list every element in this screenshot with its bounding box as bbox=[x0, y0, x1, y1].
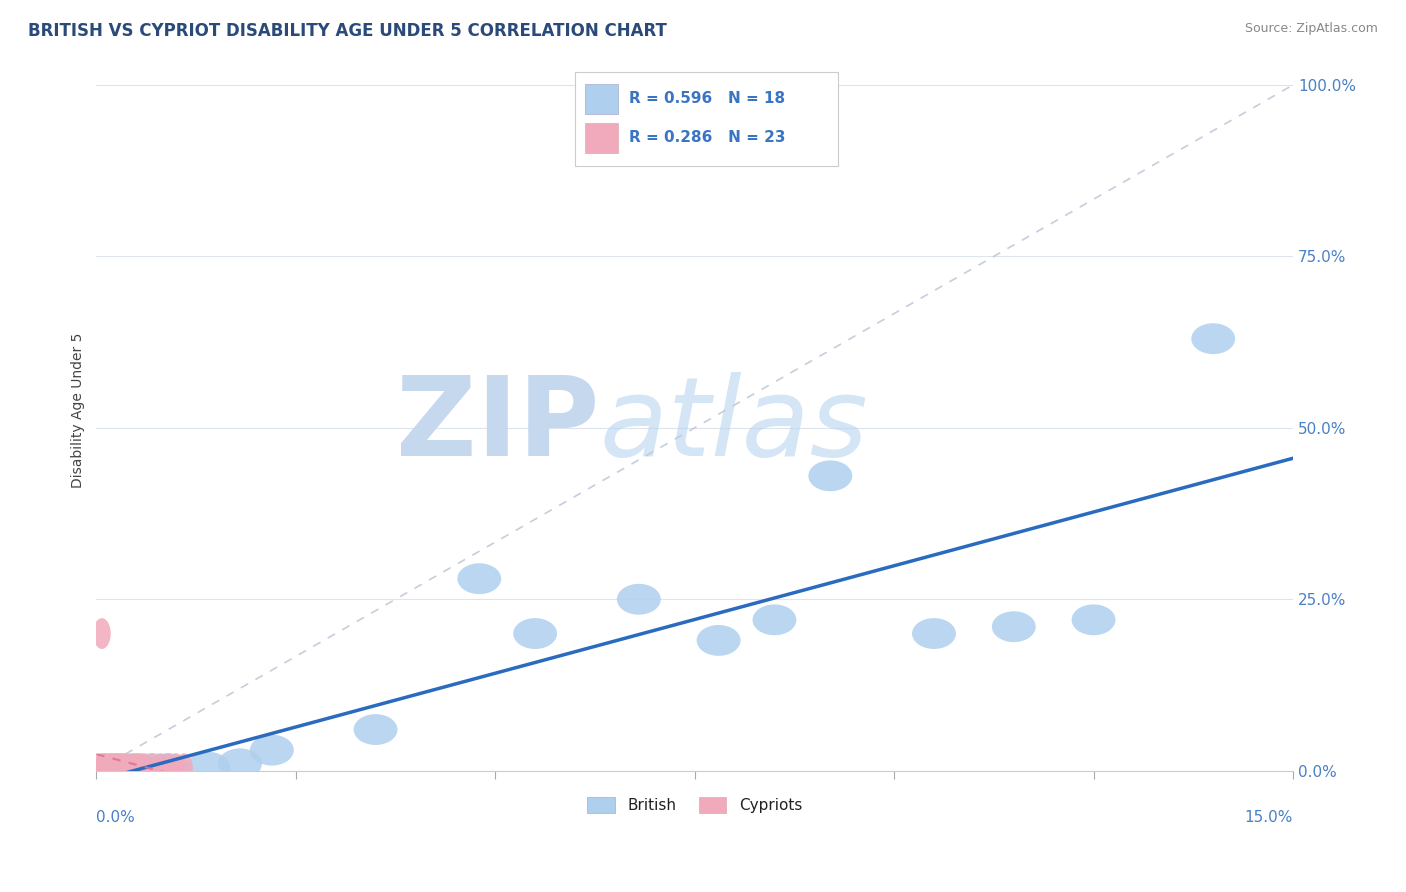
Ellipse shape bbox=[128, 753, 145, 784]
Ellipse shape bbox=[696, 625, 741, 656]
Ellipse shape bbox=[110, 753, 128, 784]
Text: BRITISH VS CYPRIOT DISABILITY AGE UNDER 5 CORRELATION CHART: BRITISH VS CYPRIOT DISABILITY AGE UNDER … bbox=[28, 22, 666, 40]
Ellipse shape bbox=[131, 753, 174, 784]
Ellipse shape bbox=[146, 753, 190, 784]
Ellipse shape bbox=[93, 618, 111, 649]
Ellipse shape bbox=[152, 753, 169, 784]
Ellipse shape bbox=[115, 753, 134, 784]
Ellipse shape bbox=[104, 753, 121, 784]
Ellipse shape bbox=[111, 753, 129, 784]
Ellipse shape bbox=[120, 753, 136, 784]
Text: 15.0%: 15.0% bbox=[1244, 810, 1294, 825]
FancyBboxPatch shape bbox=[585, 84, 619, 114]
Y-axis label: Disability Age Under 5: Disability Age Under 5 bbox=[72, 333, 86, 489]
Text: ZIP: ZIP bbox=[395, 372, 599, 479]
Text: R = 0.286   N = 23: R = 0.286 N = 23 bbox=[628, 129, 786, 145]
Text: Source: ZipAtlas.com: Source: ZipAtlas.com bbox=[1244, 22, 1378, 36]
Ellipse shape bbox=[1191, 323, 1234, 354]
Text: atlas: atlas bbox=[599, 372, 868, 479]
Ellipse shape bbox=[513, 618, 557, 649]
Ellipse shape bbox=[131, 753, 149, 784]
Ellipse shape bbox=[176, 753, 193, 784]
Ellipse shape bbox=[457, 563, 501, 594]
Ellipse shape bbox=[1071, 605, 1115, 635]
FancyBboxPatch shape bbox=[585, 123, 619, 153]
Ellipse shape bbox=[96, 753, 112, 784]
Ellipse shape bbox=[186, 752, 231, 782]
Ellipse shape bbox=[167, 753, 186, 784]
Ellipse shape bbox=[91, 753, 110, 784]
Ellipse shape bbox=[617, 584, 661, 615]
Ellipse shape bbox=[159, 753, 177, 784]
Ellipse shape bbox=[912, 618, 956, 649]
Ellipse shape bbox=[103, 753, 120, 784]
Ellipse shape bbox=[100, 753, 117, 784]
Ellipse shape bbox=[218, 748, 262, 780]
Ellipse shape bbox=[97, 753, 115, 784]
Ellipse shape bbox=[752, 605, 796, 635]
Ellipse shape bbox=[124, 753, 141, 784]
Ellipse shape bbox=[143, 753, 160, 784]
Ellipse shape bbox=[98, 753, 142, 784]
Ellipse shape bbox=[991, 611, 1036, 642]
Ellipse shape bbox=[107, 753, 125, 784]
Ellipse shape bbox=[135, 753, 153, 784]
Ellipse shape bbox=[250, 735, 294, 765]
FancyBboxPatch shape bbox=[575, 72, 838, 166]
Ellipse shape bbox=[354, 714, 398, 745]
Legend: British, Cypriots: British, Cypriots bbox=[579, 789, 810, 821]
Ellipse shape bbox=[114, 753, 159, 784]
Ellipse shape bbox=[94, 753, 111, 784]
Text: 0.0%: 0.0% bbox=[97, 810, 135, 825]
Text: R = 0.596   N = 18: R = 0.596 N = 18 bbox=[628, 91, 785, 105]
Ellipse shape bbox=[105, 753, 122, 784]
Ellipse shape bbox=[808, 460, 852, 491]
